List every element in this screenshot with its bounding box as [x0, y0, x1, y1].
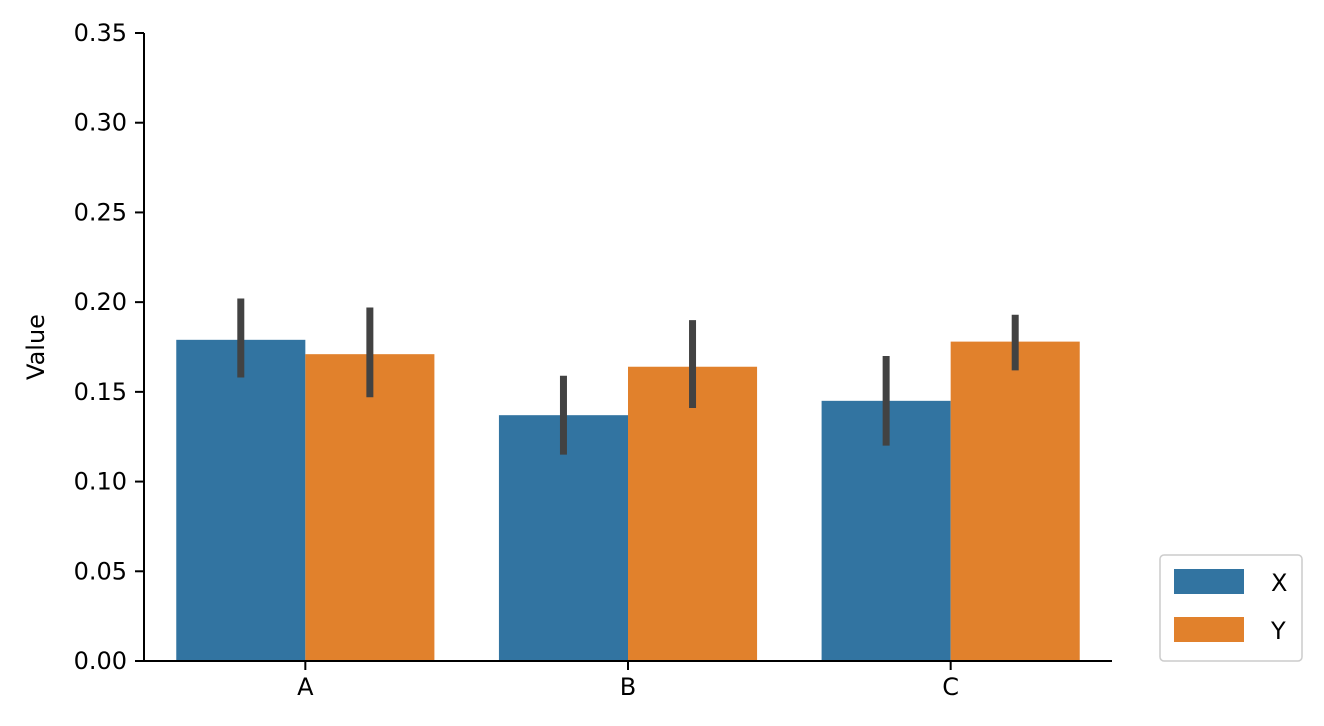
y-tick-label: 0.15 [74, 378, 127, 406]
bars-layer [176, 339, 1080, 661]
x-tick-label: B [620, 673, 636, 701]
bar-y-b [628, 366, 758, 661]
y-tick-label: 0.25 [74, 198, 127, 226]
y-ticks: 0.00 0.05 0.10 0.15 0.20 0.25 0.30 0.35 [74, 19, 144, 675]
x-ticks: A B C [297, 661, 959, 701]
legend-items: XY [1174, 569, 1287, 645]
y-tick-label: 0.00 [74, 647, 127, 675]
y-axis-label: Value [22, 314, 50, 380]
bar-x-b [498, 415, 628, 661]
bar-y-a [305, 354, 435, 661]
legend-label-y: Y [1270, 617, 1286, 645]
x-tick-label: C [942, 673, 959, 701]
y-tick-label: 0.20 [74, 288, 127, 316]
y-tick-label: 0.05 [74, 557, 127, 585]
x-tick-label: A [297, 673, 314, 701]
bar-y-c [950, 341, 1080, 661]
bar-x-a [176, 339, 306, 661]
y-tick-label: 0.35 [74, 19, 127, 47]
axes-layer: 0.00 0.05 0.10 0.15 0.20 0.25 0.30 0.35 A B C Val… [22, 19, 1112, 701]
y-tick-label: 0.10 [74, 468, 127, 496]
legend: XY [1159, 554, 1303, 662]
y-tick-label: 0.30 [74, 109, 127, 137]
legend-swatch-x [1174, 569, 1244, 594]
error-bars-layer [237, 298, 1019, 455]
legend-label-x: X [1271, 569, 1287, 597]
legend-swatch-y [1174, 617, 1244, 642]
